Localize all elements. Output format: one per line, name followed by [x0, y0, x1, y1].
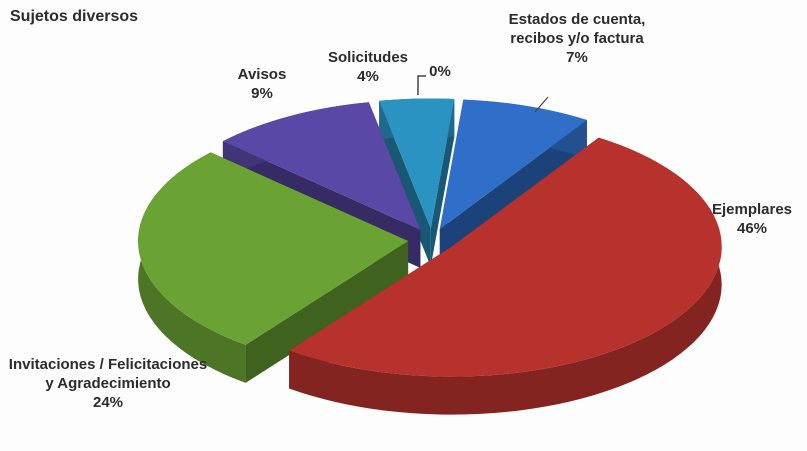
category-label: Invitaciones / Felicitaciones y Agradeci… — [8, 356, 208, 392]
slice — [379, 98, 455, 229]
category-label: Estados de cuenta, recibos y/o factura — [508, 11, 646, 47]
slice — [289, 137, 722, 377]
data-label: Estados de cuenta, recibos y/o factura 7% — [497, 10, 657, 67]
slice — [222, 102, 421, 230]
category-label: Ejemplares — [711, 201, 793, 218]
slice-side — [430, 98, 455, 267]
value-label: 24% — [92, 394, 124, 411]
slice-side — [245, 241, 409, 383]
data-label: 0% — [420, 62, 460, 81]
data-label: Invitaciones / Felicitaciones y Agradeci… — [8, 355, 208, 412]
chart-title: Sujetos diversos — [10, 8, 139, 25]
slice — [439, 99, 587, 230]
value-label: 4% — [357, 68, 379, 85]
value-label: 0% — [429, 63, 451, 80]
leader-line — [417, 75, 426, 95]
category-label: Solicitudes — [327, 49, 409, 66]
value-label: 7% — [566, 49, 588, 66]
leader-line — [534, 96, 549, 113]
value-label: 46% — [736, 220, 768, 237]
data-label: Ejemplares 46% — [697, 200, 807, 238]
value-label: 9% — [251, 85, 273, 102]
slice-wall — [289, 137, 722, 415]
slice — [138, 152, 409, 345]
data-label: Solicitudes 4% — [313, 48, 423, 86]
category-label: Avisos — [237, 66, 287, 83]
data-label: Avisos 9% — [217, 65, 307, 103]
